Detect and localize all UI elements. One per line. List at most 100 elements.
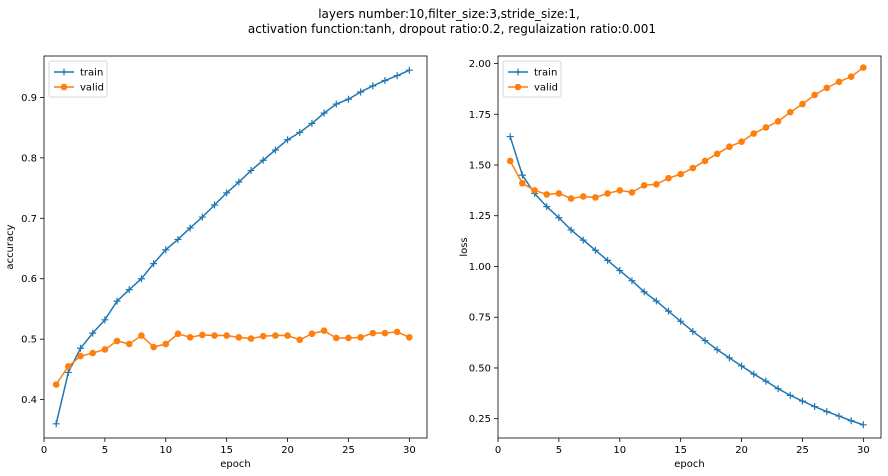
data-point-valid xyxy=(604,190,611,197)
data-point-train xyxy=(52,420,60,428)
data-point-valid xyxy=(150,343,157,351)
data-point-valid xyxy=(555,190,563,197)
data-point-train xyxy=(506,133,514,141)
data-point-valid xyxy=(786,108,794,116)
data-point-train xyxy=(774,385,782,393)
data-point-valid xyxy=(799,100,806,108)
x-axis-label: epoch xyxy=(674,459,704,470)
data-point-train xyxy=(591,246,599,254)
legend-marker-valid xyxy=(60,83,68,91)
data-point-train xyxy=(579,236,587,244)
y-tick-label: 1.00 xyxy=(469,262,491,273)
data-point-valid xyxy=(357,334,364,341)
data-point-train xyxy=(235,178,243,186)
data-point-train xyxy=(798,397,806,405)
data-point-valid xyxy=(77,352,84,360)
y-tick-label: 0.6 xyxy=(21,274,37,285)
x-tick-label: 30 xyxy=(857,445,870,456)
data-point-valid xyxy=(616,187,624,194)
y-tick-label: 0.75 xyxy=(469,313,491,324)
data-point-valid xyxy=(847,73,855,81)
data-point-valid xyxy=(726,143,733,151)
data-point-valid xyxy=(174,330,182,338)
y-axis-label: loss xyxy=(459,237,470,256)
data-point-train xyxy=(555,214,563,222)
data-point-valid xyxy=(247,335,255,342)
data-point-train xyxy=(77,344,85,352)
y-tick-label: 0.8 xyxy=(21,153,37,164)
data-point-train xyxy=(113,297,121,305)
data-point-train xyxy=(308,119,316,127)
legend-label-train: train xyxy=(534,68,557,79)
series-line-train xyxy=(55,69,410,424)
data-point-train xyxy=(296,128,304,136)
data-point-valid xyxy=(381,329,389,337)
data-point-valid xyxy=(519,179,526,187)
data-point-train xyxy=(64,368,72,376)
data-point-train xyxy=(137,275,145,283)
y-tick-label: 1.75 xyxy=(469,110,491,121)
data-point-valid xyxy=(653,180,660,188)
y-tick-label: 2.00 xyxy=(469,59,491,70)
legend-marker-train xyxy=(60,68,68,76)
y-tick-label: 1.25 xyxy=(469,211,491,222)
x-tick-label: 15 xyxy=(674,445,687,456)
data-point-valid xyxy=(332,334,340,342)
data-point-valid xyxy=(406,334,413,341)
data-point-train xyxy=(186,224,194,232)
data-point-train xyxy=(223,189,231,197)
x-tick-label: 25 xyxy=(796,445,809,456)
y-tick-label: 0.5 xyxy=(21,335,37,346)
x-tick-label: 5 xyxy=(102,445,108,456)
data-point-valid xyxy=(762,124,770,131)
data-point-valid xyxy=(860,64,867,71)
data-point-valid xyxy=(320,327,328,335)
x-tick-label: 5 xyxy=(556,445,562,456)
data-point-valid xyxy=(259,332,267,340)
data-point-train xyxy=(640,288,648,296)
data-point-train xyxy=(101,316,109,324)
data-point-valid xyxy=(308,330,316,338)
data-point-train xyxy=(271,146,279,154)
x-tick-label: 15 xyxy=(220,445,233,456)
data-point-train xyxy=(174,235,182,243)
data-point-train xyxy=(259,156,267,164)
y-tick-label: 0.25 xyxy=(469,414,491,425)
series-line-train xyxy=(509,136,864,426)
loss-chart: 0 5 10 15 20 25 30 0.25 0.50 0.75 1.00 1.25 1.50 1.75… xyxy=(459,55,882,470)
data-point-train xyxy=(344,95,352,103)
data-point-valid xyxy=(272,332,279,339)
legend-label-valid: valid xyxy=(80,83,104,94)
data-point-valid xyxy=(811,91,818,99)
data-point-train xyxy=(198,213,206,221)
data-point-train xyxy=(750,370,758,378)
y-tick-label: 0.9 xyxy=(21,93,37,104)
data-point-valid xyxy=(713,150,721,158)
data-point-train xyxy=(677,317,685,325)
x-axis-label: epoch xyxy=(220,459,250,470)
data-point-train xyxy=(89,329,97,337)
data-point-valid xyxy=(369,329,377,337)
data-point-valid xyxy=(665,174,672,182)
data-point-valid xyxy=(506,157,514,165)
data-point-valid xyxy=(52,381,60,388)
data-point-train xyxy=(701,337,709,345)
data-point-train xyxy=(405,66,413,74)
data-point-train xyxy=(162,246,170,254)
data-point-train xyxy=(664,307,672,315)
legend-label-valid: valid xyxy=(534,83,558,94)
x-tick-label: 0 xyxy=(41,445,47,456)
data-point-valid xyxy=(199,331,206,339)
data-point-train xyxy=(125,286,133,294)
data-point-train xyxy=(247,167,255,175)
data-point-train xyxy=(381,76,389,84)
data-point-valid xyxy=(640,181,648,189)
data-point-valid xyxy=(89,349,97,357)
data-point-valid xyxy=(774,118,782,125)
data-point-valid xyxy=(543,191,551,198)
data-point-valid xyxy=(628,189,636,196)
y-tick-label: 0.50 xyxy=(469,363,491,374)
figure-title-line2: activation function:tanh, dropout ratio:… xyxy=(248,22,656,36)
series-line-valid xyxy=(55,329,410,385)
